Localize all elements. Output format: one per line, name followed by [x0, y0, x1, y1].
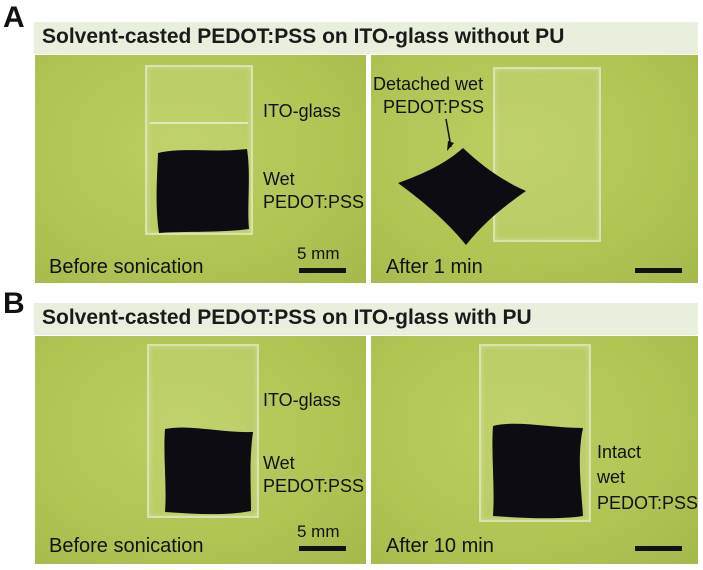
caption-after-10-min: After 10 min — [386, 535, 494, 557]
film-label-line1: Wet — [263, 453, 295, 473]
scale-bar — [299, 546, 346, 551]
film-label-line2: PEDOT:PSS — [263, 476, 365, 496]
caption-before-sonication: Before sonication — [49, 256, 204, 278]
detached-annotation-line2: PEDOT:PSS — [383, 97, 485, 117]
intact-label-line2: wet — [597, 467, 626, 487]
intact-label-line1: Intact — [597, 442, 642, 462]
ito-glass-label: ITO-glass — [263, 390, 341, 410]
photo-a-after: Detached wet PEDOT:PSS After 1 min — [371, 55, 698, 283]
photo-a-before: ITO-glass Wet PEDOT:PSS Before sonicatio… — [35, 55, 366, 283]
ito-glass-slide — [493, 67, 601, 242]
photo-b-before: ITO-glass Wet PEDOT:PSS Before sonicatio… — [35, 336, 366, 564]
panel-letter-b: B — [3, 287, 25, 320]
wet-pedot-pss-film — [156, 149, 249, 233]
caption-after-1-min: After 1 min — [386, 256, 483, 278]
scale-bar — [299, 268, 346, 273]
scale-label: 5 mm — [297, 522, 340, 541]
film-label-line2: PEDOT:PSS — [263, 192, 365, 212]
photo-b-after: Intact wet PEDOT:PSS After 10 min — [371, 336, 698, 564]
panel-b-banner: Solvent-casted PEDOT:PSS on ITO-glass wi… — [34, 303, 698, 335]
detached-pedot-pss-film — [398, 118, 526, 245]
intact-pedot-pss-film — [492, 423, 583, 519]
panel-letter-a: A — [3, 1, 25, 34]
ito-glass-label: ITO-glass — [263, 101, 341, 121]
caption-before-sonication: Before sonication — [49, 535, 204, 557]
panel-a-banner: Solvent-casted PEDOT:PSS on ITO-glass wi… — [34, 22, 698, 54]
scale-label: 5 mm — [297, 244, 340, 263]
scale-bar — [635, 268, 682, 273]
detached-annotation-line1: Detached wet — [373, 74, 484, 94]
wet-pedot-pss-film — [164, 427, 253, 515]
scale-bar — [635, 546, 682, 551]
intact-label-line3: PEDOT:PSS — [597, 493, 698, 513]
film-label-line1: Wet — [263, 169, 295, 189]
